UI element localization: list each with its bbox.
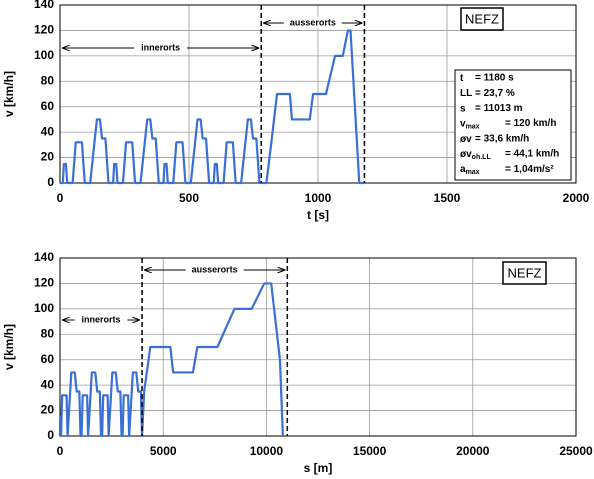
stat-symbol: øvoh.LL (460, 149, 491, 161)
y-tick-label: 140 (34, 0, 54, 11)
stat-symbol-text: øv (460, 133, 472, 144)
badge-box (502, 261, 547, 285)
y-tick-label: 120 (34, 23, 54, 37)
phase-label-bg (185, 264, 244, 276)
x-axis-label: t [s] (307, 208, 329, 222)
stats-box (454, 69, 572, 181)
stat-symbol-text: t (460, 73, 464, 84)
stat-symbol-text: LL (460, 88, 472, 99)
stat-value: = 1180 s (475, 73, 514, 84)
y-tick-label: 120 (34, 276, 54, 290)
y-tick-label: 140 (34, 250, 54, 264)
y-tick-label: 20 (41, 150, 55, 164)
stat-symbol-text: s (460, 103, 466, 114)
stat-value: = 120 km/h (505, 118, 556, 129)
y-tick-label: 60 (41, 352, 55, 366)
stat-value: = 33,6 km/h (475, 133, 529, 144)
speed-line (60, 29, 365, 185)
y-tick-label: 100 (34, 301, 54, 315)
x-tick-label: 5000 (150, 444, 177, 458)
y-tick-label: 40 (41, 124, 55, 138)
phase-label-bg (134, 42, 188, 54)
phase-label: ausserorts (290, 17, 336, 27)
badge: NEFZ (508, 265, 542, 280)
x-tick-label: 1000 (305, 191, 332, 205)
y-tick-label: 100 (34, 48, 54, 62)
x-tick-label: 25000 (559, 444, 593, 458)
stat-value: = 11013 m (475, 103, 523, 114)
y-tick-label: 60 (41, 99, 55, 113)
stat-symbol: s (460, 103, 466, 114)
stat-symbol-text: v (460, 118, 466, 129)
x-tick-label: 0 (57, 444, 64, 458)
stat-symbol: amax (460, 164, 480, 176)
stat-subscript: max (466, 169, 480, 176)
plot-area (59, 257, 577, 437)
stat-subscript: max (466, 123, 480, 130)
badge-box (460, 7, 504, 31)
phase-label: ausserorts (192, 264, 238, 274)
x-tick-label: 20000 (456, 444, 490, 458)
stat-symbol-text: øv (460, 149, 472, 160)
x-tick-label: 1500 (434, 191, 461, 205)
stat-value: = 23,7 % (475, 88, 515, 99)
y-axis-label: v [km/h] (2, 324, 16, 370)
phase-label: innerorts (141, 42, 180, 52)
speed-line (58, 282, 284, 438)
stat-symbol: øv (460, 133, 472, 144)
y-tick-label: 80 (41, 326, 55, 340)
y-tick-label: 0 (47, 175, 54, 189)
stat-symbol: t (460, 73, 464, 84)
phase-label-bg (283, 17, 342, 29)
y-axis-label: v [km/h] (2, 71, 16, 117)
stat-symbol-text: a (460, 164, 466, 175)
stat-value: = 44,1 km/h (505, 149, 559, 160)
x-tick-label: 15000 (353, 444, 387, 458)
plot-frame (59, 257, 577, 437)
y-tick-label: 20 (41, 403, 55, 417)
y-tick-label: 40 (41, 377, 55, 391)
x-axis-label: s [m] (304, 461, 333, 475)
phase-label: innerorts (82, 314, 121, 324)
y-tick-label: 80 (41, 73, 55, 87)
phase-label-bg (74, 314, 128, 326)
badge: NEFZ (465, 11, 499, 26)
stat-symbol: LL (460, 88, 472, 99)
stat-symbol: vmax (460, 118, 480, 130)
y-tick-label: 0 (47, 428, 54, 442)
stat-subscript: oh.LL (472, 154, 492, 161)
plot-frame (59, 4, 577, 184)
x-tick-label: 0 (57, 191, 64, 205)
x-tick-label: 2000 (563, 191, 590, 205)
x-tick-label: 10000 (250, 444, 284, 458)
stat-value: = 1,04m/s² (505, 164, 554, 175)
x-tick-label: 500 (179, 191, 199, 205)
